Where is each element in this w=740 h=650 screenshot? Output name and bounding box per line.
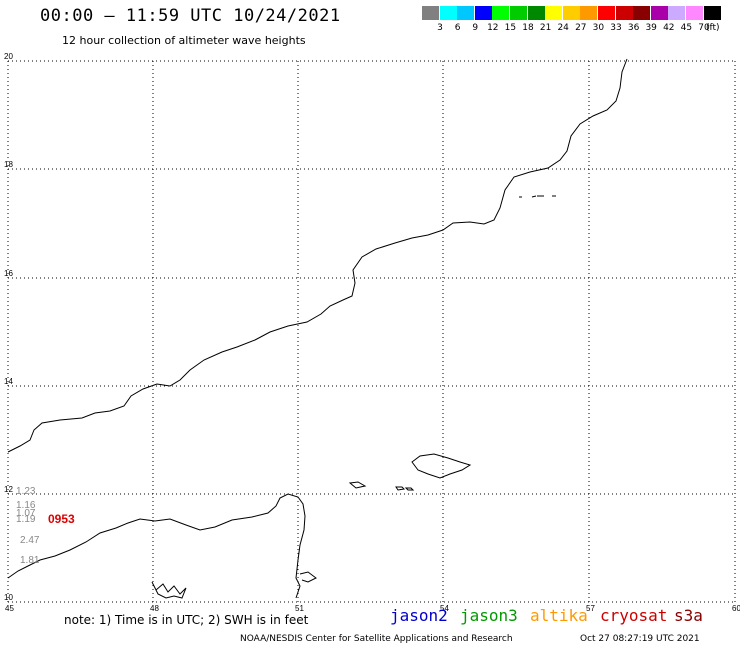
legend-label: 42 <box>663 23 675 33</box>
credit-line: NOAA/NESDIS Center for Satellite Applica… <box>240 634 513 644</box>
legend-label: 33 <box>610 23 622 33</box>
grid-lines <box>7 60 736 603</box>
legend-unit: (ft) <box>706 23 720 33</box>
legend-label: 45 <box>680 23 693 33</box>
socotra-island <box>411 453 472 479</box>
legend-swatch <box>686 6 703 20</box>
legend-label: 30 <box>592 23 605 33</box>
legend-swatch <box>668 6 686 20</box>
swh-value: 1.07 <box>16 508 36 519</box>
swh-value: 1.19 <box>16 514 36 525</box>
legend-swatch <box>562 6 580 20</box>
swh-value: 1.16 <box>16 500 36 511</box>
y-tick-label: 20 <box>4 52 13 61</box>
legend-label: 18 <box>522 23 534 33</box>
coastlines <box>7 58 628 599</box>
axis-tick-labels: 45 48 51 54 57 60 20 18 16 14 12 10 <box>4 52 740 613</box>
x-tick-label: 60 <box>732 604 740 613</box>
arabian-coast <box>7 58 628 453</box>
legend-label: 6 <box>454 23 461 33</box>
satellite-legend-altika: altika <box>530 606 588 625</box>
legend-swatch <box>439 6 457 20</box>
reef-cluster <box>151 581 187 599</box>
chart-title: 00:00 – 11:59 UTC 10/24/2021 <box>40 6 341 26</box>
satellite-legend-jason3: jason3 <box>460 606 518 625</box>
legend-label: 36 <box>627 23 640 33</box>
cape-guardafui-shore <box>299 571 317 583</box>
x-tick-label: 48 <box>150 604 159 613</box>
legend-swatch <box>615 6 633 20</box>
islet-1 <box>348 481 367 489</box>
x-tick-label: 57 <box>586 604 595 613</box>
y-tick-label: 18 <box>4 160 13 169</box>
legend-label: 12 <box>487 23 499 33</box>
legend-swatch <box>527 6 545 20</box>
legend-label: 9 <box>472 23 479 33</box>
legend-label: 15 <box>504 23 517 33</box>
legend-swatch <box>598 6 615 20</box>
islet-2 <box>395 486 406 491</box>
satellite-legend-cryosat: cryosat <box>600 606 668 625</box>
y-tick-label: 12 <box>4 485 13 494</box>
generation-timestamp: Oct 27 08:27:19 UTC 2021 <box>580 634 700 644</box>
kuria-muria-islands <box>519 195 556 198</box>
legend-swatch <box>457 6 475 20</box>
legend-label: 3 <box>437 23 443 33</box>
pass-time-label: 0953 <box>48 512 75 526</box>
legend-swatch <box>703 6 721 20</box>
y-tick-label: 16 <box>4 269 13 278</box>
y-tick-label: 10 <box>4 593 13 602</box>
satellite-legend-jason2: jason2 <box>390 606 448 625</box>
legend-label: 21 <box>539 23 552 33</box>
x-tick-label: 45 <box>5 604 14 613</box>
x-tick-label: 51 <box>295 604 304 613</box>
legend-swatch <box>580 6 598 20</box>
satellite-legend-s3a: s3a <box>674 606 703 625</box>
somali-coast <box>7 493 306 599</box>
y-tick-label: 14 <box>4 377 13 386</box>
swh-value: 1.81 <box>20 555 40 566</box>
islet-3 <box>404 487 415 491</box>
legend-label: 70 <box>698 23 710 33</box>
legend-swatch <box>510 6 527 20</box>
legend-swatch <box>650 6 668 20</box>
legend-swatch <box>422 6 439 20</box>
legend-swatch <box>633 6 651 20</box>
chart-subtitle: 12 hour collection of altimeter wave hei… <box>62 34 306 47</box>
legend-swatch <box>492 6 510 20</box>
footer-note: note: 1) Time is in UTC; 2) SWH is in fe… <box>64 613 309 627</box>
swh-value: 1.23 <box>16 486 36 497</box>
legend-label: 39 <box>645 23 657 33</box>
legend-label: 27 <box>575 23 587 33</box>
x-tick-label: 54 <box>440 604 449 613</box>
legend-swatch <box>474 6 492 20</box>
legend-swatch <box>545 6 563 20</box>
legend-label: 24 <box>557 23 569 33</box>
swh-value: 2.47 <box>20 535 40 546</box>
